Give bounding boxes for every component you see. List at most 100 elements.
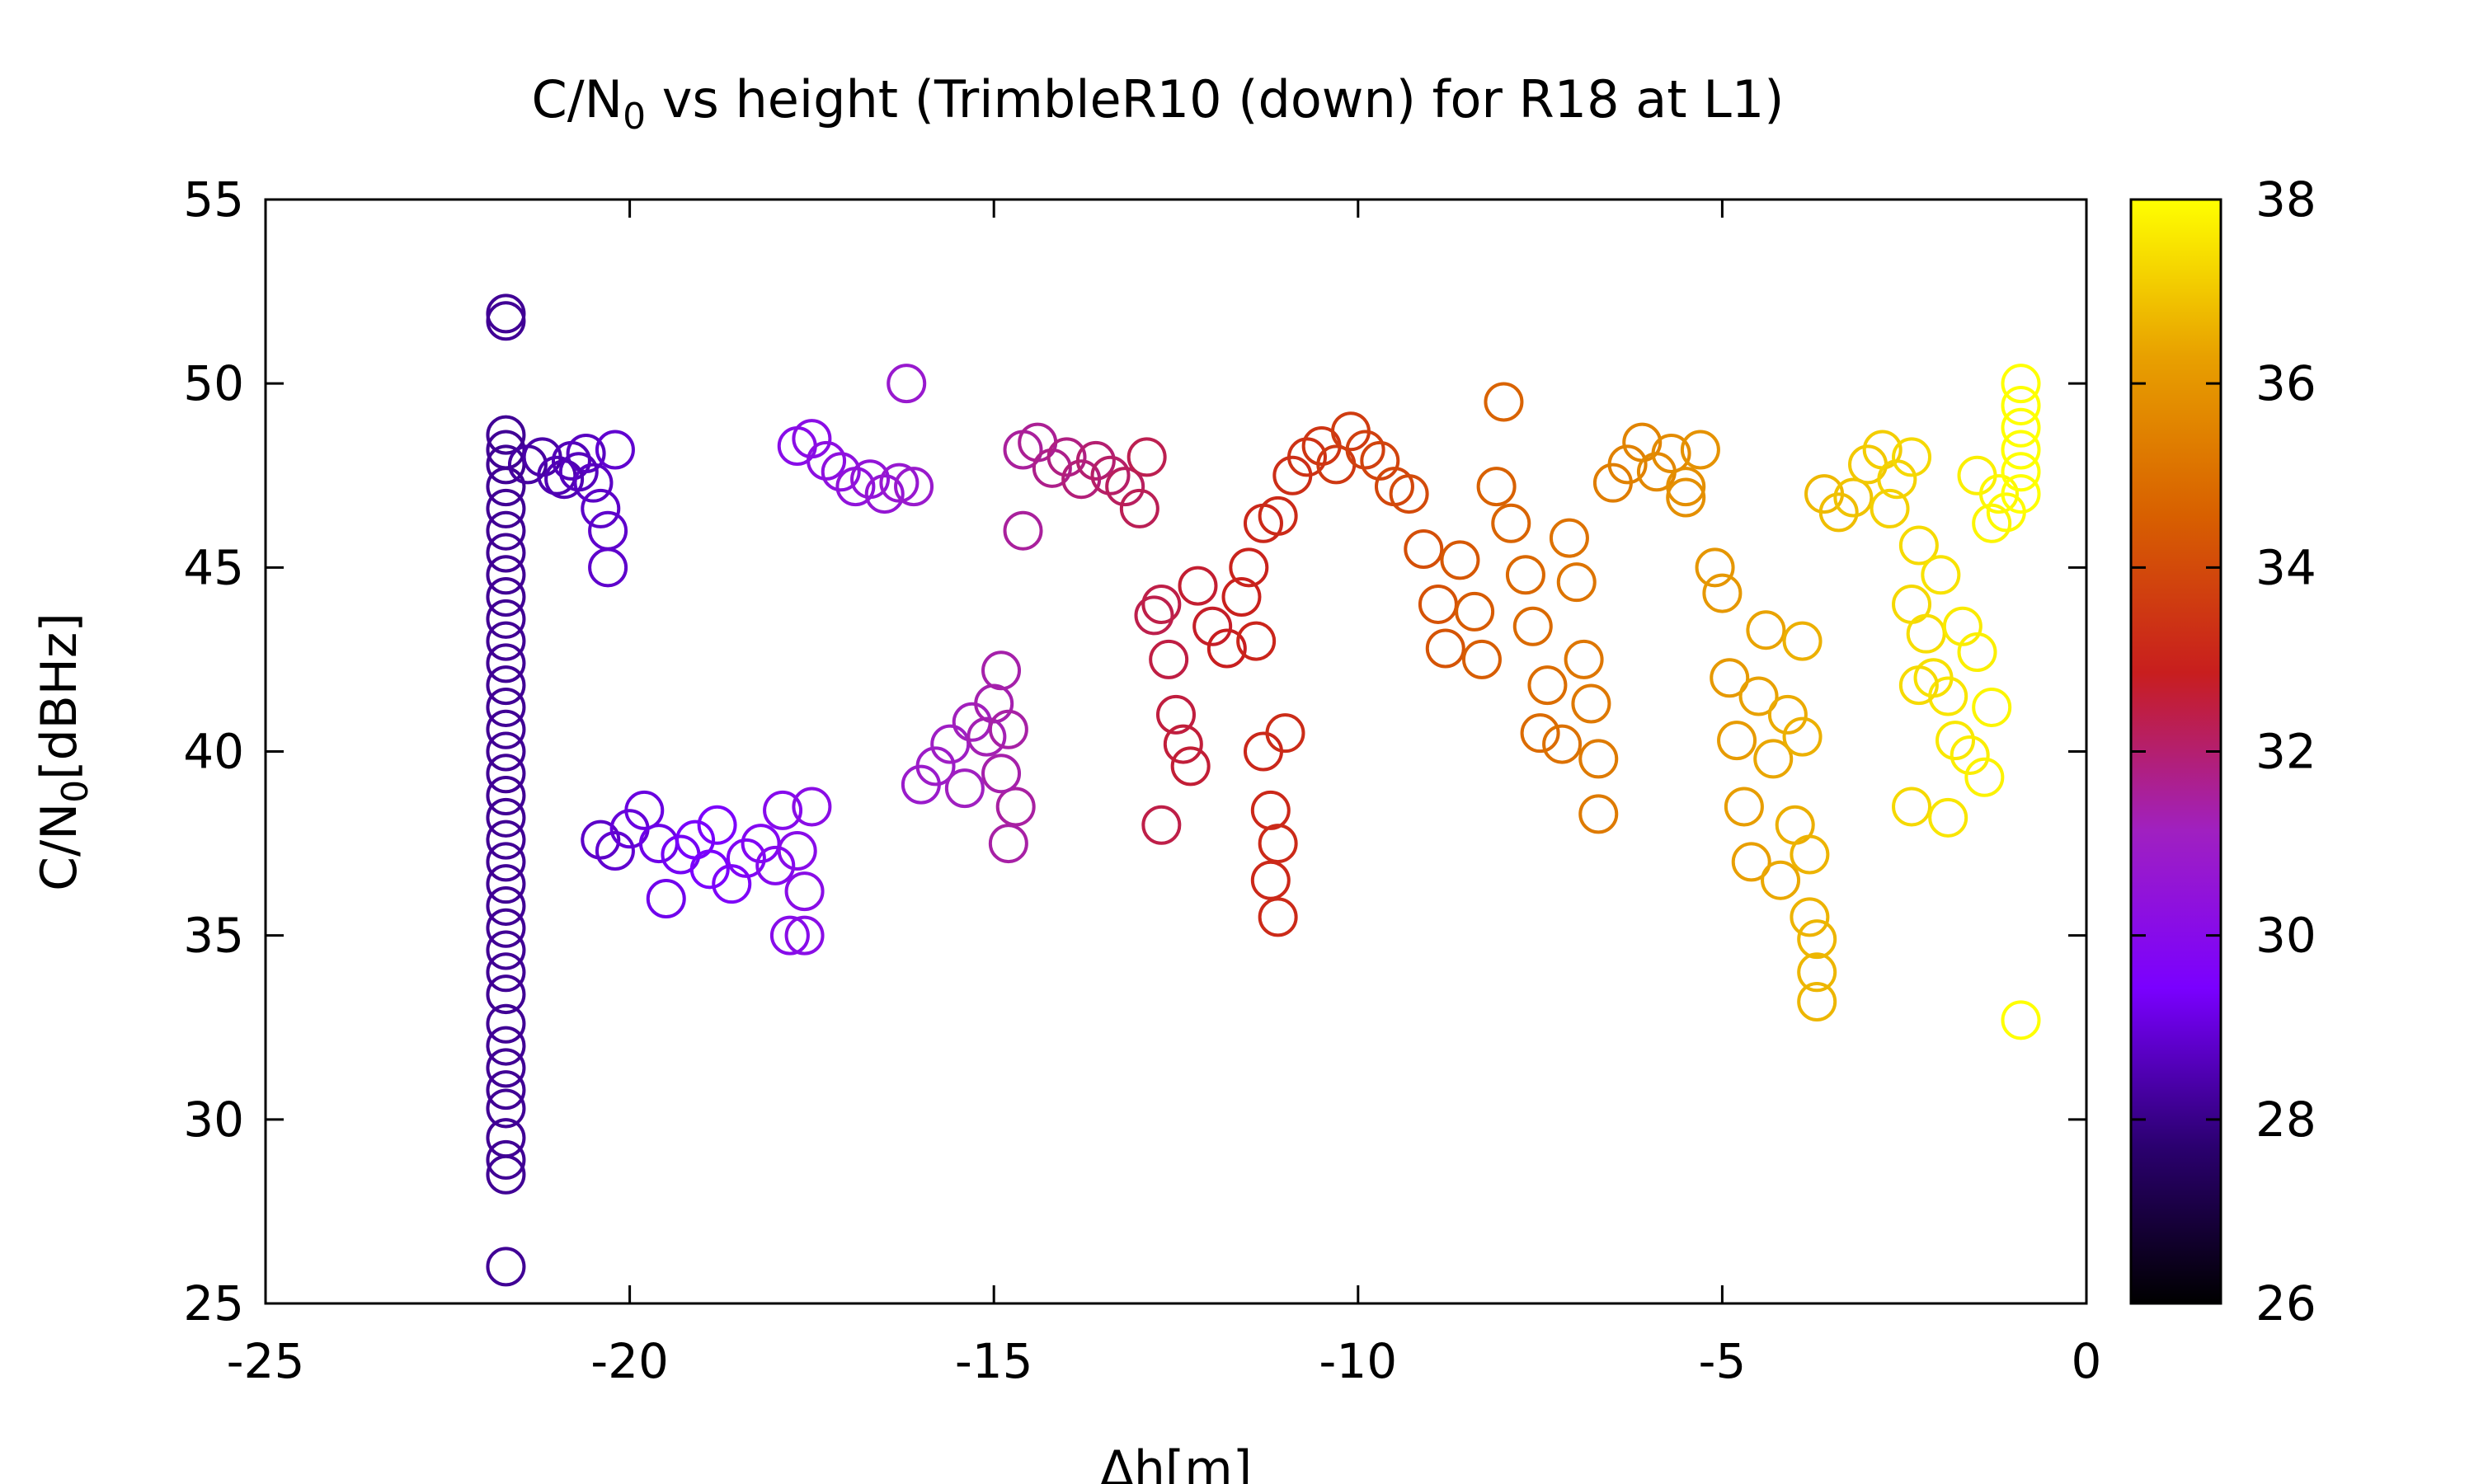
y-tick-labels: 25 30 35 40 45 50 55 bbox=[183, 171, 244, 1331]
data-point bbox=[1265, 713, 1305, 754]
data-point bbox=[1921, 555, 1961, 595]
data-point bbox=[1542, 724, 1583, 764]
y-axis-label: C/N0[dBHz] bbox=[31, 613, 96, 891]
data-point bbox=[777, 831, 817, 871]
y-tick-label: 45 bbox=[183, 539, 244, 595]
data-point bbox=[2001, 385, 2041, 425]
data-point bbox=[595, 831, 635, 871]
data-point bbox=[486, 930, 526, 970]
data-point bbox=[1797, 952, 1837, 993]
scatter-points bbox=[486, 294, 2041, 1287]
data-point bbox=[1898, 665, 1939, 706]
data-point bbox=[1149, 639, 1189, 679]
data-point bbox=[486, 776, 526, 816]
data-point bbox=[1404, 529, 1444, 570]
data-point bbox=[726, 838, 766, 878]
data-point bbox=[624, 790, 665, 830]
data-point bbox=[697, 805, 737, 845]
data-point bbox=[486, 842, 526, 882]
data-point bbox=[1003, 510, 1043, 551]
data-point bbox=[1360, 440, 1400, 481]
data-point bbox=[689, 849, 730, 890]
data-point bbox=[486, 533, 526, 573]
data-point bbox=[1134, 595, 1174, 636]
data-point bbox=[1833, 477, 1874, 518]
data-point bbox=[1790, 834, 1830, 875]
data-point bbox=[1797, 919, 1837, 960]
data-point bbox=[784, 915, 825, 956]
data-point bbox=[1527, 665, 1568, 706]
data-point bbox=[1964, 757, 2005, 797]
colorbar-tick-label: 38 bbox=[2255, 171, 2316, 228]
y-tick-label: 40 bbox=[183, 724, 244, 780]
data-point bbox=[581, 819, 621, 860]
data-point bbox=[646, 879, 686, 919]
data-point bbox=[1236, 621, 1277, 661]
plot-frame bbox=[264, 198, 2088, 1305]
x-tick-labels: -25 -20 -15 -10 -5 0 bbox=[227, 1333, 2102, 1389]
data-point bbox=[1556, 562, 1597, 603]
data-point bbox=[1105, 467, 1145, 507]
data-point bbox=[581, 488, 621, 528]
data-point bbox=[1250, 790, 1291, 830]
data-point bbox=[2001, 474, 2041, 514]
data-point bbox=[894, 467, 934, 507]
y-tick-label: 25 bbox=[183, 1275, 244, 1331]
data-point bbox=[792, 419, 832, 459]
colorbar-tick-label: 36 bbox=[2255, 355, 2316, 411]
data-point bbox=[1221, 577, 1262, 618]
data-point bbox=[1126, 437, 1167, 477]
data-point bbox=[486, 577, 526, 618]
data-point bbox=[1141, 805, 1182, 845]
data-point bbox=[2001, 430, 2041, 470]
chart-title: C/N0 vs height (TrimbleR10 (down) for R1… bbox=[532, 69, 1785, 138]
x-tick-label: -20 bbox=[590, 1333, 669, 1389]
data-point bbox=[486, 1247, 526, 1287]
data-point bbox=[981, 754, 1022, 794]
data-point bbox=[486, 687, 526, 727]
data-point bbox=[595, 430, 635, 470]
data-point bbox=[1505, 555, 1545, 595]
data-point bbox=[1571, 683, 1611, 724]
data-point bbox=[1935, 721, 1976, 761]
data-point bbox=[486, 488, 526, 528]
data-point bbox=[807, 440, 847, 481]
data-point bbox=[712, 864, 752, 904]
data-point bbox=[1928, 797, 1968, 838]
y-tick-label: 50 bbox=[183, 355, 244, 411]
data-point bbox=[1877, 459, 1917, 500]
data-point bbox=[486, 754, 526, 794]
data-point bbox=[887, 364, 927, 404]
data-point bbox=[1680, 430, 1720, 470]
data-point bbox=[1047, 437, 1087, 477]
data-point bbox=[486, 819, 526, 860]
data-point bbox=[486, 908, 526, 948]
data-point bbox=[1731, 842, 1771, 882]
colorbar-tick-label: 34 bbox=[2255, 539, 2316, 595]
data-point bbox=[1178, 566, 1218, 606]
data-point bbox=[1782, 716, 1823, 757]
data-point bbox=[486, 510, 526, 551]
data-point bbox=[558, 452, 599, 492]
data-point bbox=[1461, 639, 1502, 679]
data-point bbox=[486, 1026, 526, 1066]
data-point bbox=[1782, 621, 1823, 661]
data-point bbox=[486, 621, 526, 661]
data-point bbox=[2001, 364, 2041, 404]
data-point bbox=[1418, 584, 1458, 624]
data-point bbox=[1906, 613, 1946, 654]
data-point bbox=[1710, 658, 1750, 698]
data-point bbox=[1484, 382, 1524, 422]
data-point bbox=[1491, 503, 1531, 543]
data-point bbox=[1243, 731, 1283, 772]
data-point bbox=[769, 915, 810, 956]
data-point bbox=[1425, 628, 1465, 669]
data-point bbox=[486, 467, 526, 507]
data-point bbox=[588, 547, 628, 588]
colorbar-tick-label: 32 bbox=[2255, 724, 2316, 780]
data-point bbox=[486, 864, 526, 904]
x-tick-label: 0 bbox=[2072, 1333, 2102, 1389]
data-point bbox=[784, 871, 825, 912]
data-point bbox=[1717, 721, 1757, 761]
data-point bbox=[915, 746, 956, 787]
